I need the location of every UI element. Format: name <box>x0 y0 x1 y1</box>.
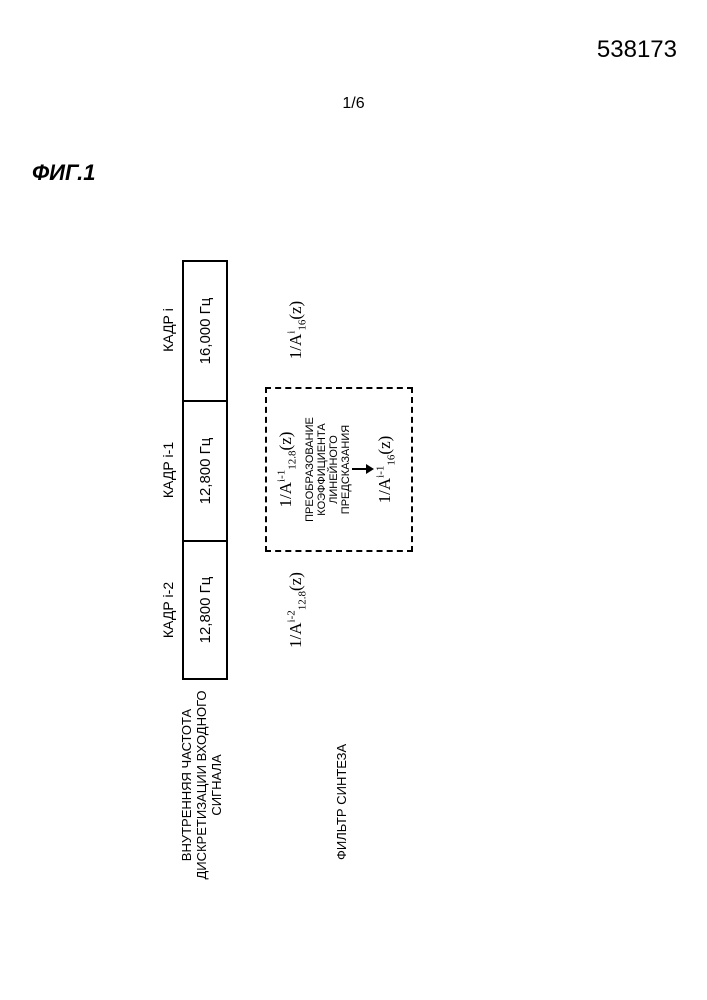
formula-1-top-sup: i-1 <box>275 470 287 482</box>
formula-1-bot: 1/Ai-116(z) <box>375 436 394 504</box>
frames-row: КАДР i-2 12,800 Гц КАДР i-1 12,800 Гц КА… <box>160 260 228 680</box>
formula-2-post: (z) <box>286 301 305 320</box>
formula-1-top-pre: 1/A <box>276 482 295 508</box>
formula-0: 1/Ai-212.8(z) <box>286 572 305 648</box>
formula-0-post: (z) <box>286 572 305 591</box>
formula-2-sup: i <box>285 331 297 334</box>
conversion-label: ПРЕОБРАЗОВАНИЕ КОЭФФИЦИЕНТА ЛИНЕЙНОГО ПР… <box>304 395 352 544</box>
formula-2: 1/Ai16(z) <box>286 301 305 359</box>
row1-label: ВНУТРЕННЯЯ ЧАСТОТА ДИСКРЕТИЗАЦИИ ВХОДНОГ… <box>180 690 225 880</box>
diagram-area: ВНУТРЕННЯЯ ЧАСТОТА ДИСКРЕТИЗАЦИИ ВХОДНОГ… <box>80 210 640 910</box>
formula-0-sub: 12.8 <box>296 591 308 610</box>
formula-1-bot-post: (z) <box>375 436 394 455</box>
frame-col-0: КАДР i-2 12,800 Гц <box>160 540 228 680</box>
arrow-down-icon <box>352 395 374 544</box>
formula-1-bot-sup: i-1 <box>374 466 386 478</box>
diagram-content: ВНУТРЕННЯЯ ЧАСТОТА ДИСКРЕТИЗАЦИИ ВХОДНОГ… <box>125 240 595 880</box>
row2-label: ФИЛЬТР СИНТЕЗА <box>335 670 350 880</box>
frame-header-1: КАДР i-1 <box>160 400 182 540</box>
formula-2-sub: 16 <box>296 320 308 331</box>
frame-box-2: 16,000 Гц <box>182 260 228 400</box>
figure-title: ФИГ.1 <box>32 160 95 186</box>
formula-0-pre: 1/A <box>286 622 305 648</box>
filter-cell-2: 1/Ai16(z) <box>285 260 308 400</box>
page-indicator: 1/6 <box>0 95 707 113</box>
filter-cell-0: 1/Ai-212.8(z) <box>285 540 308 680</box>
frame-box-0: 12,800 Гц <box>182 540 228 680</box>
frame-header-0: КАДР i-2 <box>160 540 182 680</box>
frame-col-2: КАДР i 16,000 Гц <box>160 260 228 400</box>
formula-2-pre: 1/A <box>286 334 305 360</box>
frame-box-1: 12,800 Гц <box>182 400 228 540</box>
document-number: 538173 <box>597 36 677 64</box>
page: 538173 1/6 ФИГ.1 ВНУТРЕННЯЯ ЧАСТОТА ДИСК… <box>0 0 707 1000</box>
formula-1-top-post: (z) <box>276 432 295 451</box>
formula-0-sup: i-2 <box>285 610 297 622</box>
formula-1-top-sub: 12.8 <box>286 450 298 469</box>
formula-1-bot-sub: 16 <box>385 455 397 466</box>
conversion-box: 1/Ai-112.8(z) ПРЕОБРАЗОВАНИЕ КОЭФФИЦИЕНТ… <box>265 387 413 552</box>
formula-1-top: 1/Ai-112.8(z) <box>276 432 295 508</box>
frame-header-2: КАДР i <box>160 260 182 400</box>
frame-col-1: КАДР i-1 12,800 Гц <box>160 400 228 540</box>
formula-1-bot-pre: 1/A <box>375 478 394 504</box>
